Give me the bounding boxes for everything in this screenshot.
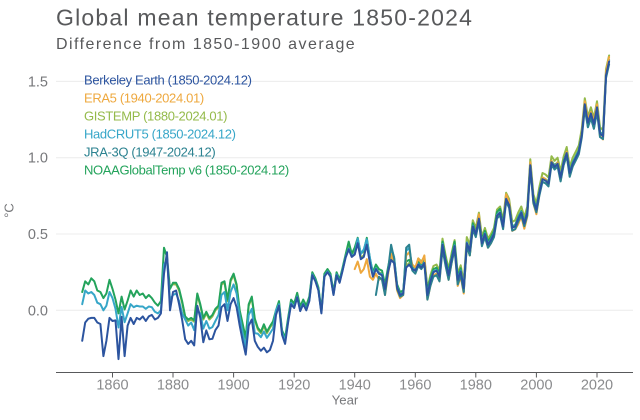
svg-text:1940: 1940 (339, 378, 371, 394)
svg-text:0.0: 0.0 (28, 303, 48, 319)
svg-text:JRA-3Q (1947-2024.12): JRA-3Q (1947-2024.12) (84, 145, 215, 160)
svg-text:1.0: 1.0 (28, 151, 48, 167)
svg-text:2000: 2000 (520, 378, 552, 394)
svg-text:ERA5 (1940-2024.01): ERA5 (1940-2024.01) (84, 91, 204, 106)
svg-text:°C: °C (2, 203, 17, 218)
svg-text:GISTEMP (1880-2024.01): GISTEMP (1880-2024.01) (84, 109, 227, 124)
svg-text:Year: Year (332, 393, 359, 408)
svg-text:NOAAGlobalTemp v6 (1850-2024.1: NOAAGlobalTemp v6 (1850-2024.12) (84, 163, 289, 178)
svg-text:Berkeley Earth (1850-2024.12): Berkeley Earth (1850-2024.12) (84, 73, 252, 88)
svg-text:Global mean temperature 1850-2: Global mean temperature 1850-2024 (56, 5, 473, 31)
svg-text:1860: 1860 (96, 378, 128, 394)
svg-text:1900: 1900 (217, 378, 249, 394)
svg-text:1960: 1960 (399, 378, 431, 394)
svg-text:Difference from 1850-1900 aver: Difference from 1850-1900 average (56, 36, 356, 53)
svg-text:1920: 1920 (278, 378, 310, 394)
svg-text:0.5: 0.5 (28, 227, 48, 243)
svg-text:HadCRUT5 (1850-2024.12): HadCRUT5 (1850-2024.12) (84, 127, 236, 142)
svg-text:1980: 1980 (460, 378, 492, 394)
svg-text:2020: 2020 (581, 378, 613, 394)
svg-text:1.5: 1.5 (28, 74, 48, 90)
svg-text:1880: 1880 (157, 378, 189, 394)
